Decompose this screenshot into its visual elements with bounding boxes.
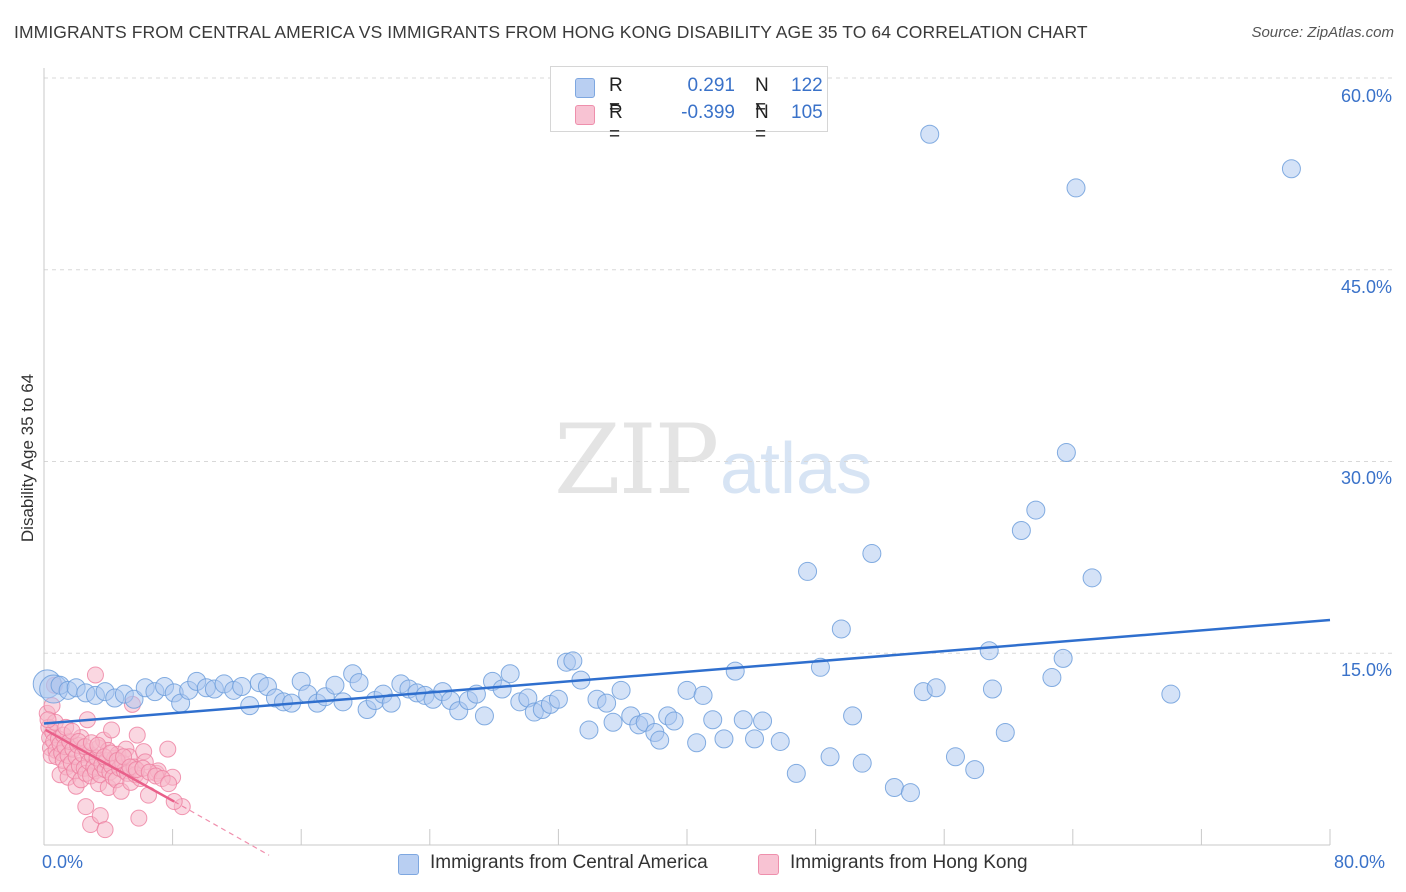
legend-r-value: -0.399 [681,102,735,123]
source-label: Source: ZipAtlas.com [1251,24,1394,41]
central-america-point [862,544,882,564]
legend-r-label: R = [609,75,623,118]
hong-kong-point [128,726,146,744]
central-america-point [1066,178,1086,198]
bottom-legend-label: Immigrants from Hong Kong [790,852,1028,873]
legend-r-label: R = [609,102,623,145]
central-america-point [687,733,707,753]
central-america-point [1026,500,1046,520]
central-america-point [900,783,920,803]
central-america-point [995,723,1015,743]
y-tick-30: 30.0% [1340,468,1392,488]
legend-swatch-blue [575,78,595,98]
central-america-point [1161,684,1181,704]
central-america-point [650,730,670,750]
grid-lines [44,77,1394,654]
central-america-point [753,711,773,731]
x-tick-max: 80.0% [1334,852,1386,872]
hong-kong-point [86,666,104,684]
central-america-point [677,680,697,700]
central-america-point [884,777,904,797]
central-america-point [492,679,512,699]
bottom-legend-swatch-blue [398,854,419,875]
watermark-zip: ZIP [554,404,719,516]
central-america-point [1056,443,1076,463]
hong-kong-point [159,740,177,758]
central-america-point [1042,668,1062,688]
y-tick-45: 45.0% [1340,277,1392,297]
central-america-point [124,689,144,709]
central-america-trend-line [43,618,1331,725]
hong-kong-trend-line [44,728,175,803]
central-america-point [563,651,583,671]
central-america-point [1281,159,1301,179]
trend-lines [43,618,1331,856]
legend-n-value: 122 [791,75,823,96]
central-america-point [926,678,946,698]
central-america-point [733,710,753,730]
central-america-point [770,731,790,751]
legend-n-value: 105 [791,102,823,123]
central-america-point [831,619,851,639]
watermark-atlas: atlas [720,429,873,509]
central-america-point [603,712,623,732]
x-tick-min: 0.0% [42,852,84,872]
central-america-point [1082,568,1102,588]
central-america-point [474,706,494,726]
central-america-point [798,561,818,581]
axes [43,68,1331,846]
central-america-point [325,675,345,695]
central-america-point [945,747,965,767]
legend-n-label: N = [755,102,769,145]
hong-kong-point [130,809,148,827]
bottom-legend-swatch-pink [758,854,779,875]
central-america-point [810,657,830,677]
central-america-point [693,685,713,705]
hong-kong-trend-extension [173,801,270,856]
hong-kong-point [77,798,95,816]
central-america-point [843,706,863,726]
bottom-legend-label: Immigrants from Central America [430,852,708,873]
central-america-point [820,747,840,767]
central-america-point [852,753,872,773]
central-america-point [1011,521,1031,541]
hong-kong-point [103,721,121,739]
y-tick-15: 15.0% [1340,660,1392,680]
legend-n-label: N = [755,75,769,118]
central-america-point [714,729,734,749]
legend: R = 0.291 N = 122 R = -0.399 N = 105 [550,66,828,145]
central-america-point [1053,648,1073,668]
hong-kong-point [96,821,114,839]
central-america-point [500,664,520,684]
central-america-point [982,679,1002,699]
hong-kong-point [160,775,178,793]
central-america-point [979,641,999,661]
central-america-point [920,124,940,144]
central-america-point [333,692,353,712]
central-america-point [703,710,723,730]
y-axis-label: Disability Age 35 to 64 [18,373,37,543]
central-america-point [745,729,765,749]
central-america-point [664,711,684,731]
central-america-point [597,693,617,713]
central-america-point [349,673,369,693]
central-america-point [725,661,745,681]
legend-swatch-pink [575,105,595,125]
y-tick-60: 60.0% [1340,86,1392,106]
central-america-points [32,124,1301,803]
hong-kong-point [39,711,57,729]
legend-r-value: 0.291 [687,75,735,96]
central-america-point [611,680,631,700]
central-america-point [381,693,401,713]
central-america-point [786,763,806,783]
central-america-point [232,676,252,696]
central-america-point [579,720,599,740]
chart-title: IMMIGRANTS FROM CENTRAL AMERICA VS IMMIG… [14,22,1088,42]
central-america-point [965,760,985,780]
central-america-point [548,689,568,709]
